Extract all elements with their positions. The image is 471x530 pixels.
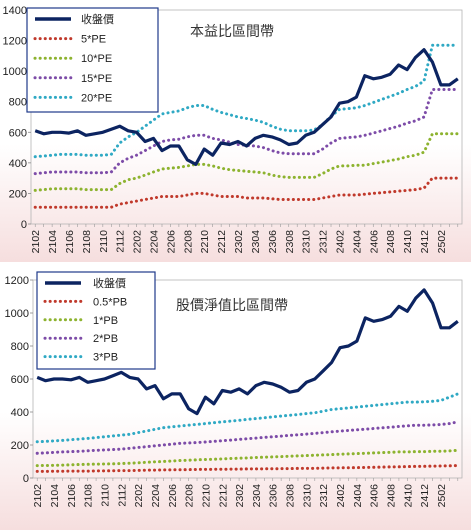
pb-x-tick-label: 2208 — [184, 484, 196, 508]
pb-x-tick-label: 2204 — [150, 484, 162, 508]
pb-x-tick-label: 2410 — [402, 484, 414, 508]
pb-legend-label-0: 收盤價 — [93, 276, 126, 290]
pb-x-tick-label: 2302 — [234, 484, 246, 508]
pb-y-tick-label: 200 — [11, 440, 29, 452]
pe-x-tick-label: 2110 — [98, 230, 110, 253]
pe-x-tick-label: 2104 — [47, 230, 59, 254]
pe-x-tick-label: 2210 — [199, 230, 211, 254]
pb-x-tick-label: 2412 — [419, 484, 431, 508]
pe-band-chart-panel: 0 200 400 600 800 1000 1200 1400 2102 2104 2106 210… — [0, 0, 471, 262]
pe-x-tick-label: 2308 — [284, 230, 296, 254]
pe-y-tick-label: 600 — [9, 127, 27, 139]
pb-chart-title: 股價淨值比區間帶 — [176, 297, 288, 313]
pb-series-line-0 — [36, 288, 459, 416]
pb-x-tick-label: 2210 — [200, 484, 212, 508]
pb-x-tick-label: 2406 — [369, 484, 381, 508]
pe-x-tick-label: 2302 — [233, 230, 245, 254]
pb-band-chart-panel: 0 200 400 600 800 1000 1200 2102 2104 2106 2108 211… — [0, 268, 471, 530]
pe-x-tick-label: 2204 — [149, 230, 161, 254]
pb-x-tick-label: 2108 — [83, 484, 95, 508]
pb-x-tick-label: 2306 — [268, 484, 280, 508]
pe-legend-label-1: 5*PE — [81, 34, 106, 46]
pe-x-tick-label: 2304 — [250, 230, 262, 254]
pe-y-tick-label: 1200 — [3, 36, 27, 48]
pe-legend-box — [26, 7, 159, 113]
pe-x-tick-label: 2202 — [132, 230, 144, 254]
pb-x-tick-label: 2408 — [386, 484, 398, 508]
pb-x-tick-label: 2308 — [285, 484, 297, 508]
pb-legend-label-1: 0.5*PB — [93, 296, 127, 308]
pe-x-tick-label: 2102 — [30, 230, 42, 254]
pe-x-tick-label: 2502 — [436, 230, 448, 254]
pe-y-tick-label: 400 — [9, 158, 27, 170]
pe-series-line-2 — [33, 132, 460, 192]
pe-legend-label-0: 收盤價 — [81, 12, 114, 26]
pb-x-tick-label: 2110 — [100, 484, 112, 507]
pb-legend-label-2: 1*PB — [93, 315, 118, 327]
pb-y-tick-label: 800 — [11, 341, 29, 353]
pe-series-line-4 — [33, 43, 460, 159]
pb-x-tick-label: 2212 — [217, 484, 229, 508]
pb-band-chart: 0 200 400 600 800 1000 1200 2102 2104 2106 2108 211… — [5, 271, 463, 508]
pe-x-tick-label: 2108 — [81, 230, 93, 254]
pe-y-tick-label: 0 — [21, 219, 27, 231]
pb-x-tick-label: 2304 — [251, 484, 263, 508]
pe-series-line-0 — [34, 48, 459, 166]
pb-legend-label-4: 3*PB — [93, 352, 118, 364]
pe-x-tick-label: 2410 — [402, 230, 414, 254]
pe-series-line-1 — [33, 176, 460, 209]
pb-y-tick-label: 1000 — [5, 308, 29, 320]
pb-legend-box — [36, 271, 156, 370]
pb-x-tick-label: 2102 — [32, 484, 44, 508]
pb-x-tick-label: 2106 — [66, 484, 78, 508]
pe-x-tick-label: 2404 — [351, 230, 363, 254]
pe-x-tick-label: 2106 — [64, 230, 76, 254]
pb-x-tick-label: 2310 — [301, 484, 313, 508]
pb-series-line-3 — [35, 420, 460, 455]
pe-x-tick-label: 2212 — [216, 230, 228, 254]
pe-y-tick-label: 1000 — [3, 66, 27, 78]
pe-y-tick-label: 200 — [9, 188, 27, 200]
pe-x-tick-label: 2312 — [318, 230, 330, 254]
pe-x-tick-label: 2306 — [267, 230, 279, 254]
pb-series-line-1 — [35, 464, 460, 473]
pe-x-tick-label: 2402 — [334, 230, 346, 254]
pe-chart-title: 本益比區間帶 — [190, 23, 274, 39]
pb-x-tick-label: 2502 — [436, 484, 448, 508]
pe-legend-label-3: 15*PE — [81, 73, 112, 85]
pb-x-tick-label: 2202 — [133, 484, 145, 508]
pb-legend-label-3: 2*PB — [93, 333, 118, 345]
pb-x-tick-label: 2112 — [116, 484, 128, 507]
pb-y-tick-label: 400 — [11, 407, 29, 419]
pb-series-line-4 — [35, 392, 460, 444]
pb-y-tick-label: 0 — [23, 473, 29, 485]
pe-y-tick-label: 800 — [9, 97, 27, 109]
pb-x-tick-label: 2312 — [318, 484, 330, 508]
pe-band-chart: 0 200 400 600 800 1000 1200 1400 2102 2104 2106 210… — [3, 5, 463, 254]
pb-x-tick-label: 2402 — [335, 484, 347, 508]
pe-x-tick-label: 2406 — [368, 230, 380, 254]
pe-legend-label-4: 20*PE — [81, 92, 112, 104]
pe-x-tick-label: 2310 — [301, 230, 313, 254]
pe-legend-label-2: 10*PE — [81, 53, 112, 65]
pb-x-tick-label: 2104 — [49, 484, 61, 508]
pe-series-line-3 — [33, 88, 460, 176]
pb-y-tick-label: 600 — [11, 374, 29, 386]
pb-x-tick-label: 2404 — [352, 484, 364, 508]
pe-x-tick-label: 2412 — [419, 230, 431, 254]
pe-x-tick-label: 2112 — [115, 230, 127, 253]
pb-series-line-2 — [35, 448, 460, 468]
pe-x-tick-label: 2408 — [385, 230, 397, 254]
pb-y-tick-label: 1200 — [5, 275, 29, 287]
pe-x-tick-label: 2206 — [165, 230, 177, 254]
pb-x-tick-label: 2206 — [167, 484, 179, 508]
pe-x-tick-label: 2208 — [182, 230, 194, 254]
pe-y-tick-label: 1400 — [3, 5, 27, 17]
